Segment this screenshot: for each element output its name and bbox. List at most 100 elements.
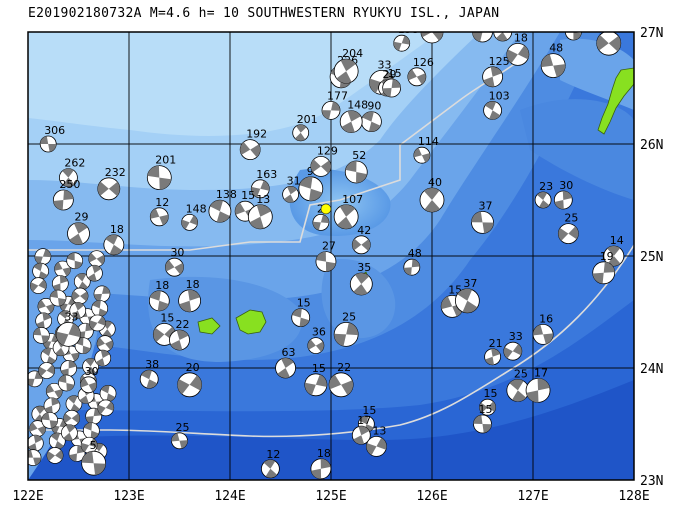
compressional-quadrant [315,374,327,387]
compressional-quadrant [421,153,430,163]
focal-mechanism [28,434,44,452]
depth-label: 104 [569,12,590,25]
compressional-quadrant [316,251,326,262]
depth-label: 42 [357,224,371,237]
focal-mechanism [38,362,56,379]
depth-label: 36 [312,326,326,339]
compressional-quadrant [558,228,569,241]
focal-mechanism: 19 [592,250,616,285]
focal-mechanism: 30 [165,246,184,277]
depth-label: 5 [90,439,97,452]
compressional-quadrant [67,252,83,269]
focal-mechanism: 232 [97,166,126,201]
compressional-quadrant [490,66,502,77]
focal-mechanism: 21 [484,337,503,366]
compressional-quadrant [51,419,68,434]
focal-mechanism: 48 [403,247,422,276]
compressional-quadrant [216,211,230,223]
focal-mechanism: 148 [472,32,493,43]
focal-mechanism: 12 [149,196,169,227]
depth-label: 114 [418,135,439,148]
focal-mechanism: 31 [282,174,301,203]
compressional-quadrant [63,413,80,424]
focal-mechanism: 125 [482,55,510,88]
depth-label: 15 [484,387,498,400]
focal-mechanism: 12 [260,448,280,479]
depth-label: 12 [155,196,169,209]
focal-mechanism [97,399,115,417]
compressional-quadrant [34,249,51,265]
compressional-quadrant [277,368,290,378]
compressional-quadrant [83,422,99,439]
compressional-quadrant [537,378,550,391]
focal-mechanism [74,337,92,355]
compressional-quadrant [177,379,190,395]
compressional-quadrant [40,136,49,144]
compressional-quadrant [512,344,522,356]
focal-mechanism: 201 [292,113,318,142]
focal-mechanism: 104 [565,12,590,41]
compressional-quadrant [187,289,200,301]
compressional-quadrant [345,160,357,172]
compressional-quadrant [159,177,172,190]
compressional-quadrant [28,371,43,387]
focal-mechanism: 16 [532,312,554,345]
compressional-quadrant [573,32,582,41]
compressional-quadrant [362,111,374,122]
compressional-quadrant [38,364,55,377]
compressional-quadrant [325,261,336,272]
compressional-quadrant [334,333,347,347]
compressional-quadrant [541,54,554,68]
compressional-quadrant [77,323,94,340]
compressional-quadrant [81,451,94,464]
depth-label: 177 [327,89,348,102]
compressional-quadrant [320,458,331,469]
compressional-quadrant [424,200,440,212]
compressional-quadrant [568,226,579,240]
focal-mechanism [28,449,42,466]
compressional-quadrant [48,144,57,152]
depth-label: 31 [287,174,301,187]
depth-label: 15 [479,403,493,416]
compressional-quadrant [85,358,96,375]
depth-label: 48 [549,42,563,55]
compressional-quadrant [88,252,105,265]
compressional-quadrant [63,177,75,187]
compressional-quadrant [592,272,604,284]
depth-label: 25 [176,421,190,434]
compressional-quadrant [413,147,422,158]
focal-mechanism [86,264,103,282]
compressional-quadrant [171,433,180,442]
compressional-quadrant [75,337,91,354]
compressional-quadrant [263,459,276,469]
depth-label: 37 [479,199,493,212]
focal-mechanism: 40 [419,176,445,213]
compressional-quadrant [382,88,392,97]
compressional-quadrant [210,200,223,212]
compressional-quadrant [421,32,432,38]
depth-label: 25 [342,310,356,323]
compressional-quadrant [85,408,102,424]
compressional-quadrant [260,180,270,191]
depth-label: 22 [499,11,513,24]
compressional-quadrant [340,59,356,72]
focal-mechanism: 18 [148,279,170,312]
focal-mechanism: 306 [39,124,65,153]
compressional-quadrant [416,73,426,85]
compressional-quadrant [256,204,271,217]
depth-label: 48 [408,247,422,260]
compressional-quadrant [299,317,310,327]
focal-mechanism: 52 [344,149,368,184]
depth-label: 125 [489,55,510,68]
compressional-quadrant [496,32,508,41]
compressional-quadrant [503,347,513,359]
depth-label: 16 [539,312,553,325]
focal-mechanism [46,447,64,464]
focal-mechanism: 103 [483,89,510,120]
compressional-quadrant [149,290,161,301]
compressional-quadrant [543,333,554,344]
depth-label: 192 [246,128,267,141]
depth-label: 30 [85,365,99,378]
focal-mechanism: 114 [413,135,439,164]
depth-label: 35 [357,261,371,274]
